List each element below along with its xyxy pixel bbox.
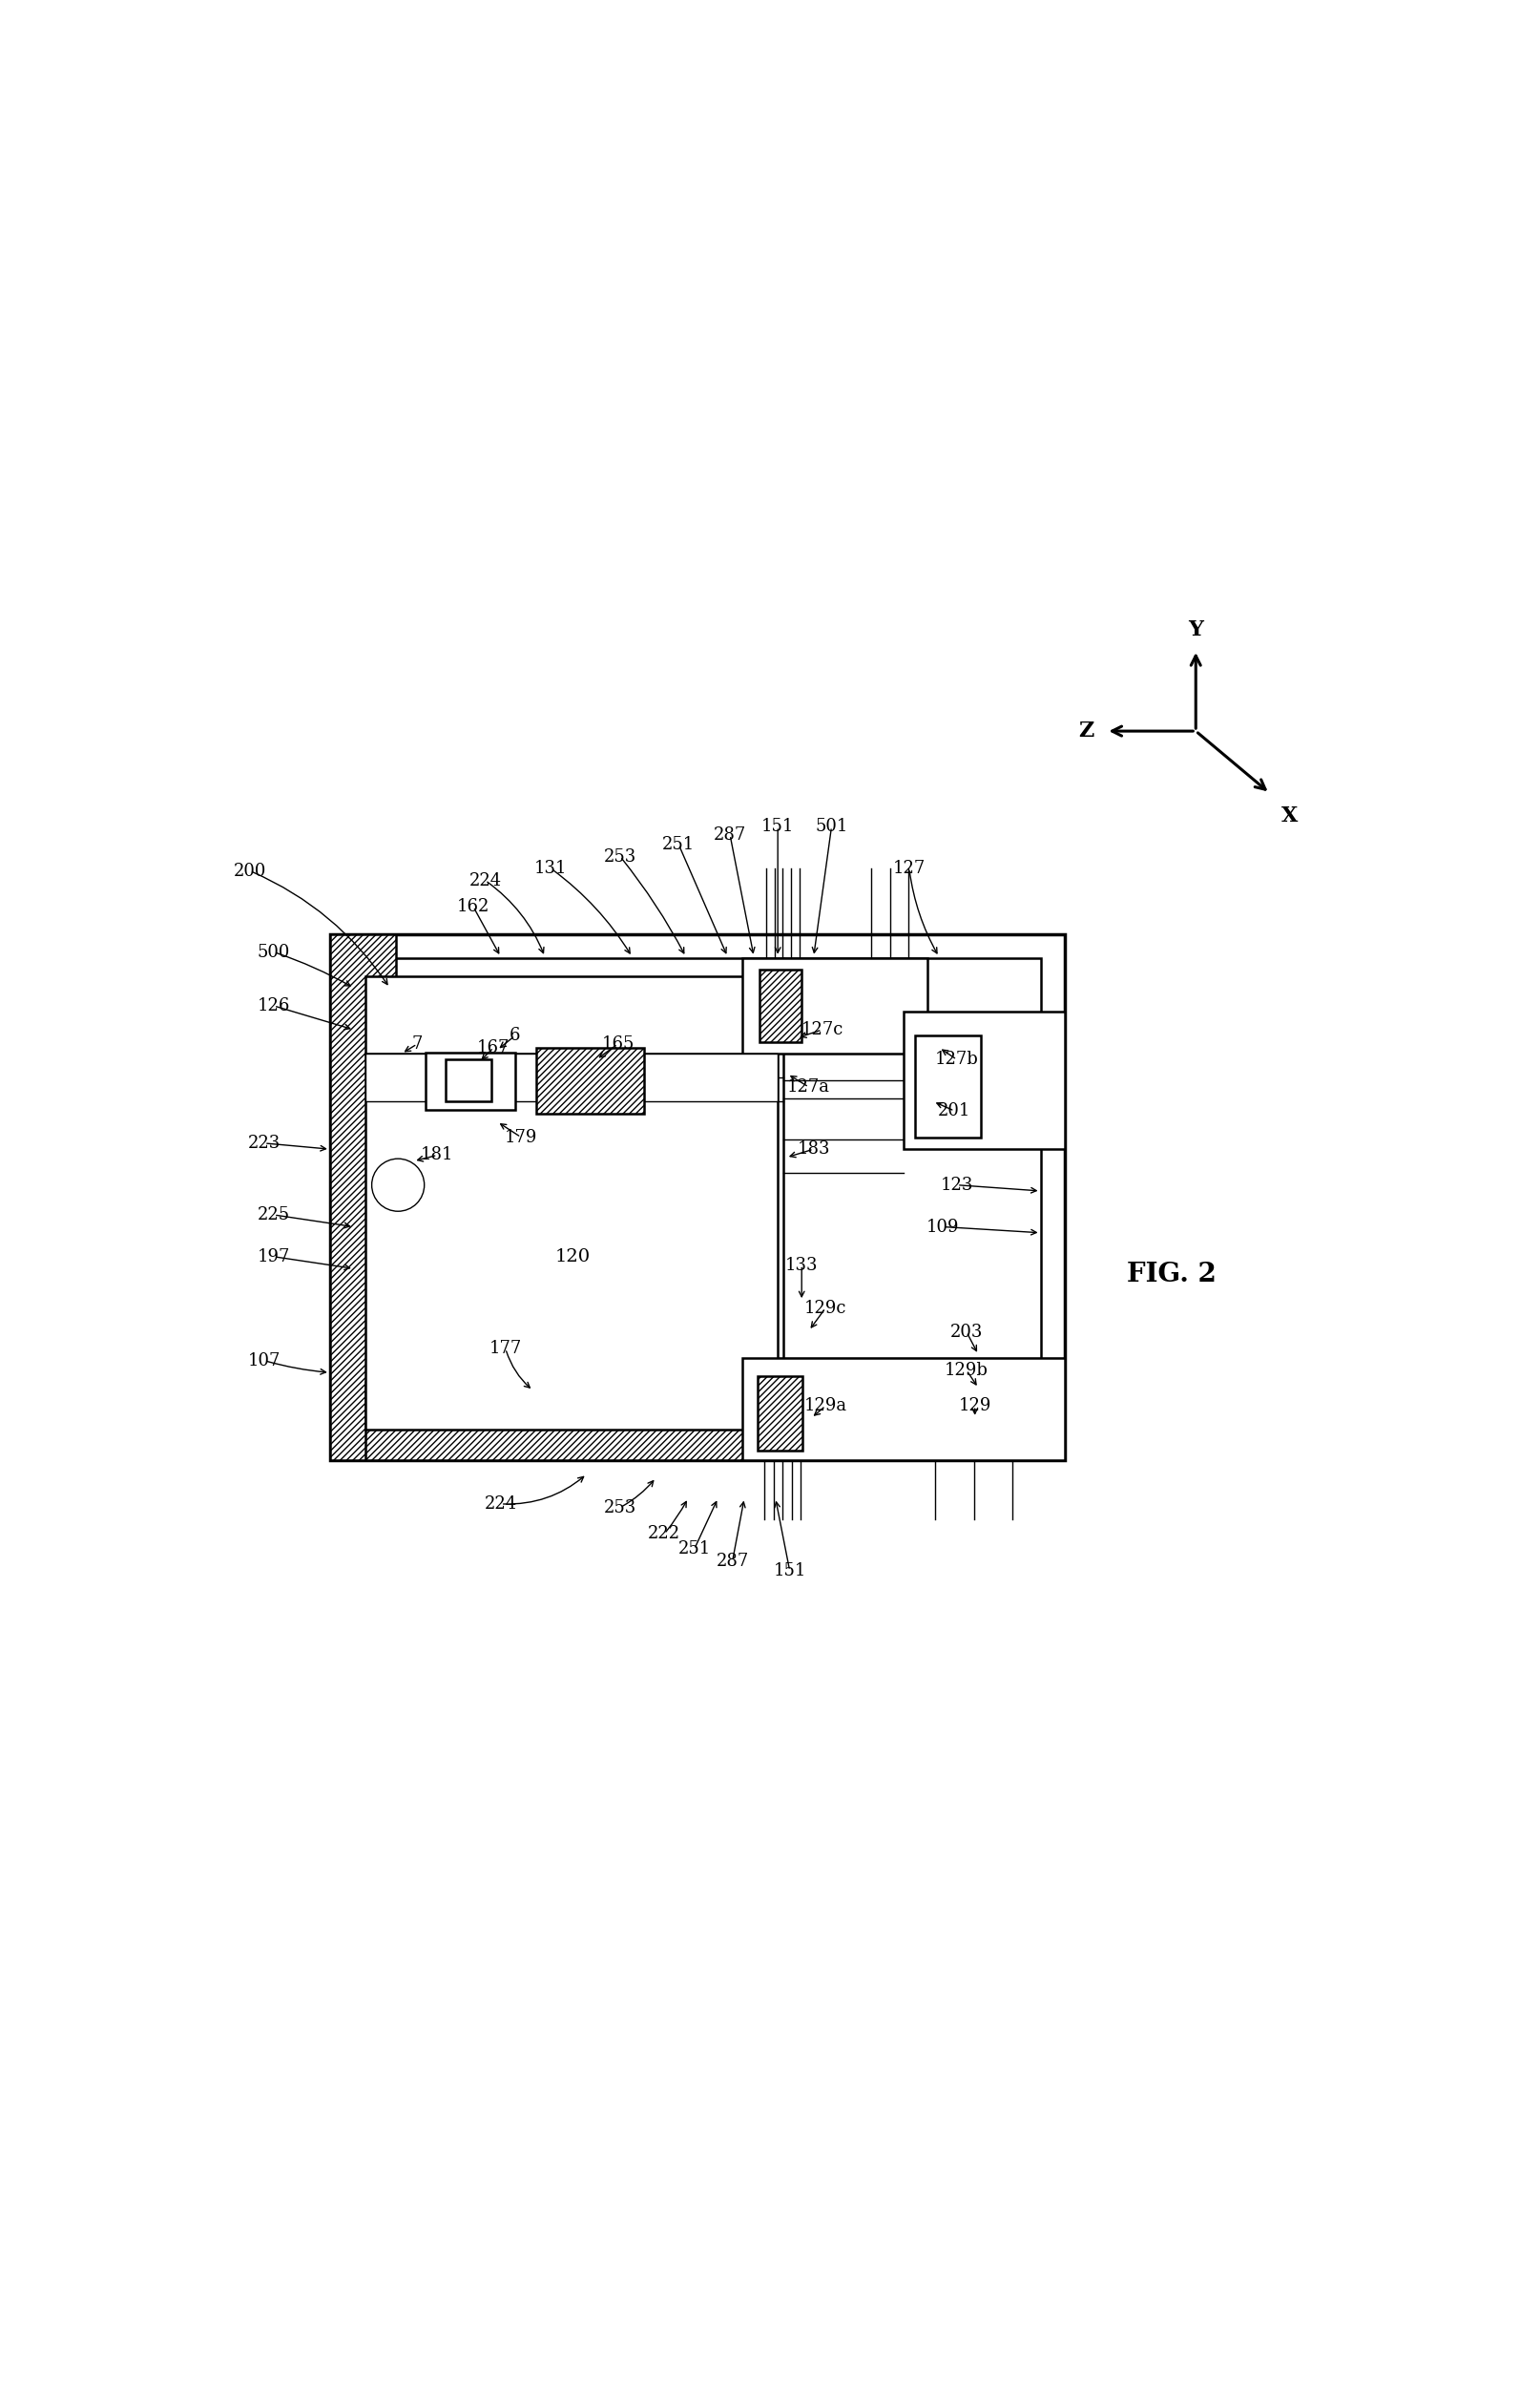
Bar [354, 958, 1040, 1436]
Text: 165: 165 [601, 1036, 634, 1053]
Text: FIG. 2: FIG. 2 [1126, 1262, 1217, 1286]
Text: 223: 223 [248, 1134, 280, 1153]
Text: 127a: 127a [787, 1079, 830, 1096]
Bar [759, 969, 801, 1041]
Bar [742, 1358, 1064, 1460]
Bar [330, 934, 396, 1460]
Text: 167: 167 [477, 1039, 510, 1055]
Text: 201: 201 [938, 1103, 970, 1120]
Text: 123: 123 [939, 1177, 973, 1193]
Text: 251: 251 [678, 1541, 710, 1558]
Text: 177: 177 [488, 1341, 522, 1358]
Text: 287: 287 [716, 1553, 748, 1570]
Bar [915, 1036, 981, 1136]
Text: 501: 501 [815, 817, 847, 836]
Text: 225: 225 [257, 1205, 290, 1224]
Text: 179: 179 [504, 1129, 537, 1146]
Text: 129a: 129a [804, 1398, 847, 1415]
Text: 181: 181 [420, 1146, 454, 1165]
Text: 127: 127 [892, 860, 926, 877]
Text: 500: 500 [257, 943, 290, 960]
Bar [365, 1053, 778, 1429]
Text: 287: 287 [713, 827, 745, 843]
Text: 131: 131 [534, 860, 567, 877]
Text: 200: 200 [234, 862, 266, 879]
Text: 253: 253 [604, 848, 636, 865]
Text: X: X [1281, 805, 1298, 827]
Bar [365, 977, 778, 1053]
Text: 7: 7 [411, 1036, 422, 1053]
Text: 251: 251 [662, 836, 695, 853]
Text: 129: 129 [958, 1398, 990, 1415]
Text: 183: 183 [796, 1141, 830, 1158]
Text: 253: 253 [604, 1498, 636, 1515]
Text: 224: 224 [484, 1496, 517, 1513]
Text: 133: 133 [785, 1255, 818, 1274]
Text: 224: 224 [468, 872, 501, 888]
Bar [445, 1060, 491, 1100]
Bar [365, 1053, 778, 1100]
Text: 120: 120 [554, 1248, 590, 1265]
Bar [425, 1053, 514, 1110]
Text: 126: 126 [257, 998, 290, 1015]
Text: Z: Z [1078, 722, 1093, 741]
Bar [758, 1377, 802, 1451]
Bar [902, 1012, 1064, 1148]
Text: 6: 6 [510, 1027, 521, 1043]
Bar [536, 1048, 644, 1112]
Text: 162: 162 [456, 898, 490, 915]
Text: Y: Y [1187, 619, 1203, 641]
Text: 109: 109 [926, 1217, 958, 1236]
Text: 127b: 127b [935, 1050, 978, 1067]
Bar [365, 1382, 1023, 1460]
Text: 197: 197 [257, 1248, 290, 1265]
Text: 129b: 129b [944, 1363, 987, 1379]
Bar [330, 934, 1064, 1460]
Text: 222: 222 [648, 1524, 681, 1544]
Text: 107: 107 [248, 1353, 280, 1370]
Text: 127c: 127c [801, 1022, 842, 1039]
Bar [742, 958, 927, 1053]
Text: 151: 151 [761, 817, 793, 836]
Text: 129c: 129c [804, 1301, 847, 1317]
Text: 203: 203 [950, 1324, 983, 1341]
Text: 151: 151 [773, 1563, 805, 1579]
